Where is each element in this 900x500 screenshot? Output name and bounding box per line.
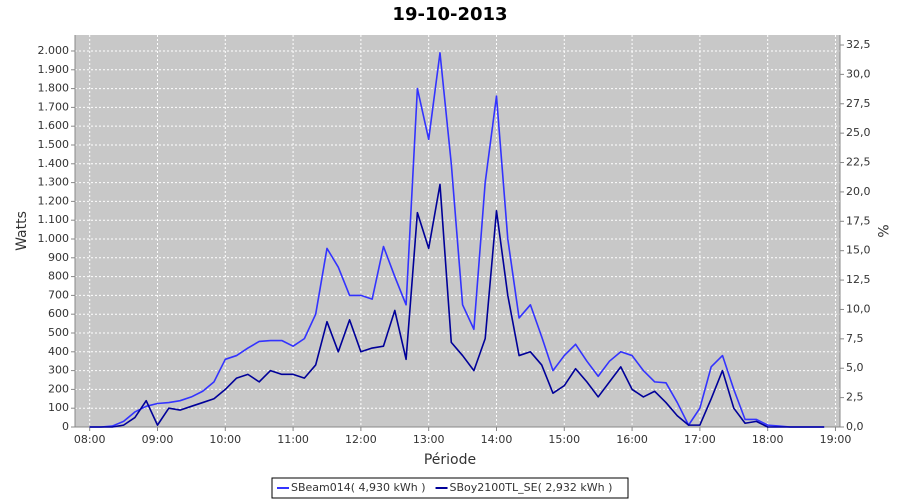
x-tick-label: 17:00 (684, 433, 716, 446)
x-tick-label: 18:00 (752, 433, 784, 446)
x-tick-label: 16:00 (616, 433, 648, 446)
plot-area (75, 35, 840, 427)
y2-tick-label: 22,5 (846, 156, 871, 169)
y2-tick-label: 10,0 (846, 302, 871, 315)
y2-tick-label: 30,0 (846, 67, 871, 80)
y-tick-label: 1.500 (38, 138, 70, 151)
y-tick-label: 1.000 (38, 232, 70, 245)
x-tick-label: 12:00 (345, 433, 377, 446)
legend-label: SBoy2100TL_SE( 2,932 kWh ) (450, 481, 613, 494)
series-line (89, 52, 825, 428)
y-tick-label: 1.800 (38, 82, 70, 95)
y2-axis-label: % (874, 224, 890, 237)
legend (271, 477, 629, 499)
x-axis-label: Période (424, 452, 476, 468)
x-tick-label: 10:00 (209, 433, 241, 446)
y2-tick-label: 20,0 (846, 185, 871, 198)
y2-tick-label: 27,5 (846, 97, 871, 110)
y-tick-label: 600 (48, 307, 69, 320)
y-tick-label: 800 (48, 270, 69, 283)
y2-tick-label: 17,5 (846, 214, 871, 227)
y2-tick-label: 7,5 (846, 332, 864, 345)
y-tick-label: 700 (48, 288, 69, 301)
y-tick-label: 0 (62, 420, 69, 433)
y2-tick-label: 0,0 (846, 420, 864, 433)
y-tick-label: 1.700 (38, 100, 70, 113)
y-axis-label: Watts (14, 211, 30, 251)
y2-tick-label: 2,5 (846, 391, 864, 404)
legend-label: SBeam014( 4,930 kWh ) (291, 481, 426, 494)
x-tick-label: 13:00 (413, 433, 445, 446)
y2-tick-label: 5,0 (846, 361, 864, 374)
y-tick-label: 1.600 (38, 119, 70, 132)
y-tick-label: 300 (48, 364, 69, 377)
x-tick-label: 14:00 (481, 433, 513, 446)
y-tick-label: 900 (48, 251, 69, 264)
y2-tick-label: 25,0 (846, 126, 871, 139)
y-tick-label: 200 (48, 382, 69, 395)
x-tick-label: 15:00 (548, 433, 580, 446)
y-tick-label: 1.400 (38, 157, 70, 170)
y-tick-label: 500 (48, 326, 69, 339)
y2-tick-label: 32,5 (846, 38, 871, 51)
y-tick-label: 1.900 (38, 63, 70, 76)
x-tick-label: 11:00 (277, 433, 309, 446)
y-tick-label: 400 (48, 345, 69, 358)
y-tick-label: 1.100 (38, 213, 70, 226)
x-tick-label: 19:00 (820, 433, 852, 446)
y2-tick-label: 12,5 (846, 273, 871, 286)
y-tick-label: 1.200 (38, 194, 70, 207)
x-tick-label: 09:00 (142, 433, 174, 446)
y2-tick-label: 15,0 (846, 244, 871, 257)
chart-title: 19-10-2013 (392, 4, 507, 25)
x-tick-label: 08:00 (74, 433, 106, 446)
series-line (89, 183, 825, 428)
y-tick-label: 2.000 (38, 44, 70, 57)
y-tick-label: 100 (48, 401, 69, 414)
y-tick-label: 1.300 (38, 176, 70, 189)
